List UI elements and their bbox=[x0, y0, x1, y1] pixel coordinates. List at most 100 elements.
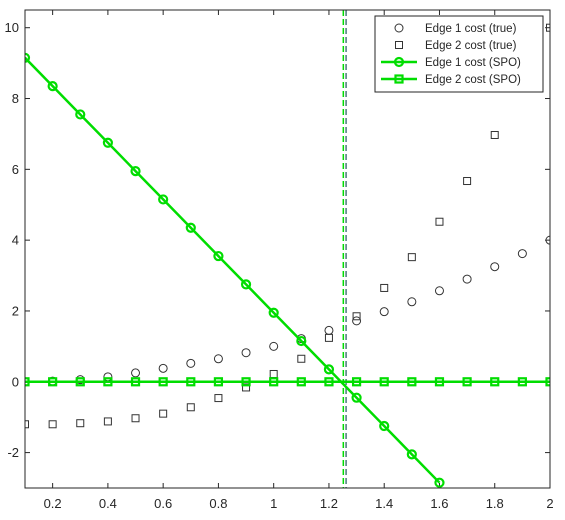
data-point bbox=[130, 166, 141, 177]
x-tick-label: 0.4 bbox=[99, 496, 117, 511]
data-point bbox=[546, 23, 550, 32]
legend-marker-sample bbox=[395, 41, 403, 49]
x-tick-label: 0.8 bbox=[209, 496, 227, 511]
data-point bbox=[324, 333, 333, 342]
x-tick-label: 1.6 bbox=[430, 496, 448, 511]
data-point bbox=[407, 253, 416, 262]
x-axis-ticks: 0.2 0.4 0.6 0.8 1 1.2 1.4 1.6 1.8 2 bbox=[44, 10, 554, 511]
data-point bbox=[48, 377, 58, 387]
x-tick-label: 0.6 bbox=[154, 496, 172, 511]
y-tick-label: 10 bbox=[5, 20, 19, 35]
data-point bbox=[76, 419, 85, 428]
data-point bbox=[75, 377, 85, 387]
series-1 bbox=[25, 23, 550, 429]
data-point bbox=[103, 417, 112, 426]
x-tick-label: 1.2 bbox=[320, 496, 338, 511]
x-tick-label: 0.2 bbox=[44, 496, 62, 511]
data-point bbox=[490, 262, 500, 272]
data-point bbox=[158, 377, 168, 387]
legend: Edge 1 cost (true) Edge 2 cost (true) Edge… bbox=[374, 15, 544, 93]
data-point bbox=[102, 137, 113, 148]
data-point bbox=[324, 377, 334, 387]
data-point bbox=[131, 414, 140, 423]
data-point bbox=[379, 307, 389, 317]
data-point bbox=[407, 297, 417, 307]
data-point bbox=[297, 354, 306, 363]
data-point bbox=[48, 420, 57, 429]
data-point bbox=[268, 307, 279, 318]
data-point bbox=[158, 363, 168, 373]
x-tick-label: 2 bbox=[546, 496, 553, 511]
legend-label: Edge 1 cost (SPO) bbox=[425, 57, 521, 69]
data-point bbox=[158, 194, 169, 205]
y-tick-label: 4 bbox=[12, 233, 19, 248]
data-point bbox=[434, 377, 445, 387]
data-point bbox=[323, 364, 335, 375]
data-point bbox=[407, 377, 417, 387]
data-point bbox=[242, 383, 251, 392]
x-tick-label: 1.4 bbox=[375, 496, 393, 511]
data-point bbox=[351, 377, 362, 387]
data-point bbox=[240, 279, 252, 290]
legend-label: Edge 2 cost (true) bbox=[425, 40, 517, 52]
data-point bbox=[159, 409, 168, 418]
data-point bbox=[380, 283, 389, 292]
x-tick-label: 1 bbox=[270, 496, 277, 511]
y-tick-label: 0 bbox=[12, 374, 19, 389]
data-point bbox=[352, 312, 361, 321]
data-point bbox=[490, 130, 499, 139]
data-point bbox=[434, 286, 444, 296]
data-point bbox=[131, 368, 141, 378]
data-point bbox=[379, 420, 390, 432]
data-point bbox=[269, 377, 279, 387]
data-point bbox=[462, 377, 472, 387]
data-point bbox=[352, 316, 362, 326]
data-point bbox=[213, 250, 224, 262]
y-tick-label: 8 bbox=[12, 91, 19, 106]
data-point bbox=[186, 377, 196, 387]
data-point bbox=[379, 377, 389, 387]
series-2 bbox=[25, 52, 445, 488]
plot-content bbox=[25, 10, 550, 488]
data-point bbox=[269, 341, 279, 351]
data-point bbox=[25, 52, 31, 63]
legend-label: Edge 1 cost (true) bbox=[425, 23, 517, 35]
series-line bbox=[25, 56, 441, 484]
legend-entry: Edge 2 cost (SPO) bbox=[381, 74, 521, 86]
data-point bbox=[296, 377, 306, 387]
data-point bbox=[545, 235, 550, 245]
y-tick-label: -2 bbox=[7, 445, 19, 460]
data-point bbox=[186, 403, 195, 412]
legend-marker-sample bbox=[393, 56, 405, 68]
series-3 bbox=[25, 377, 550, 387]
legend-label: Edge 2 cost (SPO) bbox=[425, 74, 521, 86]
legend-entry: Edge 1 cost (SPO) bbox=[381, 56, 521, 69]
data-point bbox=[406, 449, 417, 460]
data-point bbox=[185, 222, 196, 233]
data-point bbox=[434, 477, 445, 488]
data-point bbox=[103, 377, 113, 387]
legend-entry: Edge 2 cost (true) bbox=[395, 40, 517, 52]
data-point bbox=[545, 377, 550, 387]
data-point bbox=[25, 377, 30, 387]
data-point bbox=[517, 249, 527, 259]
data-point bbox=[462, 274, 472, 284]
plot-frame bbox=[24, 9, 551, 489]
x-tick-label: 1.8 bbox=[486, 496, 504, 511]
legend-marker-sample bbox=[394, 23, 404, 33]
data-point bbox=[213, 354, 223, 364]
data-point bbox=[463, 177, 472, 186]
data-point bbox=[47, 81, 58, 92]
data-point bbox=[351, 392, 362, 403]
data-point bbox=[214, 394, 223, 403]
data-point bbox=[517, 377, 527, 387]
data-point bbox=[241, 348, 251, 358]
data-point bbox=[75, 109, 86, 120]
y-axis-ticks: -2 0 2 4 6 8 10 bbox=[5, 20, 550, 460]
data-point bbox=[130, 377, 141, 387]
data-point bbox=[490, 377, 500, 387]
data-point bbox=[241, 377, 251, 387]
legend-entry: Edge 1 cost (true) bbox=[394, 23, 517, 35]
y-tick-label: 2 bbox=[12, 303, 19, 318]
